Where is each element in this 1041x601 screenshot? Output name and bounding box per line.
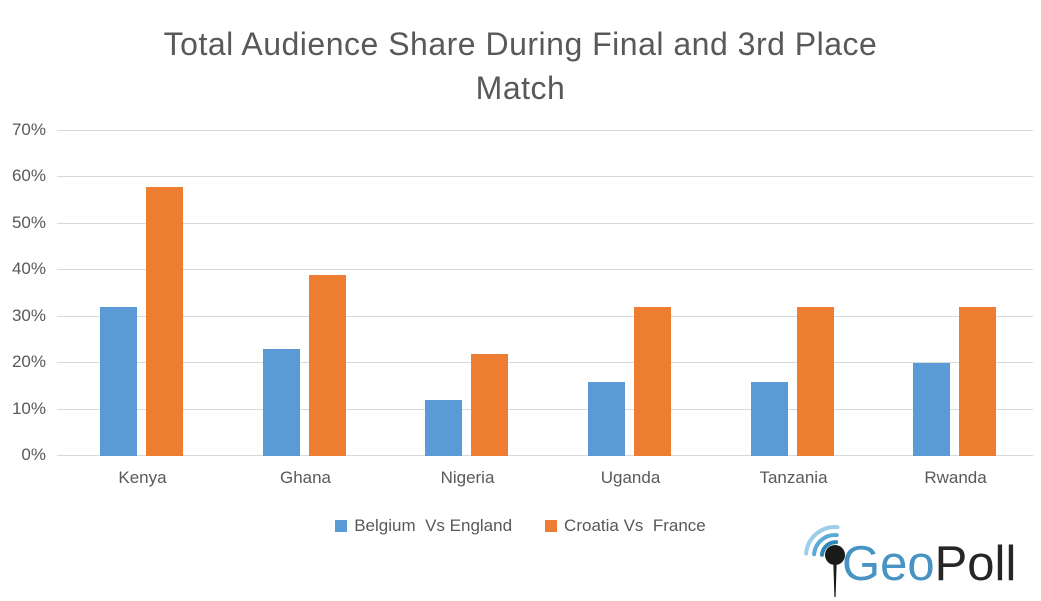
x-category-label-tanzania: Tanzania xyxy=(759,468,828,487)
bar-rwanda-croatia-vs-france xyxy=(959,307,996,456)
x-category-label-rwanda: Rwanda xyxy=(924,468,987,487)
bar-kenya-croatia-vs-france xyxy=(146,187,183,456)
logo-text-poll: Poll xyxy=(934,537,1017,591)
y-tick-label-60%: 60% xyxy=(11,166,46,185)
y-tick-label-0%: 0% xyxy=(21,445,46,464)
legend-swatch-icon xyxy=(335,520,348,532)
gridline-30% xyxy=(57,316,1033,317)
geopoll-logo: GeoPoll xyxy=(798,512,1041,601)
bar-rwanda-belgium-vs-england xyxy=(913,363,950,456)
chart-title: Total Audience Share During Final and 3r… xyxy=(0,22,1041,110)
gridline-10% xyxy=(57,409,1033,410)
legend-label: Croatia Vs France xyxy=(564,516,706,535)
y-tick-label-10%: 10% xyxy=(11,399,46,418)
legend-item-croatia-vs-france: Croatia Vs France xyxy=(545,516,706,536)
y-axis: 0% 10% 20% 30% 40% 50% 60% 70% xyxy=(0,121,46,464)
x-category-label-ghana: Ghana xyxy=(279,468,332,487)
y-tick-label-50%: 50% xyxy=(11,213,46,232)
x-axis: Kenya Ghana Nigeria Uganda Tanzania Rwanda xyxy=(57,468,1033,492)
bar-ghana-croatia-vs-france xyxy=(309,275,346,456)
geopoll-pin-icon xyxy=(804,525,845,597)
y-tick-label-40%: 40% xyxy=(11,259,46,278)
bar-ghana-belgium-vs-england xyxy=(263,349,300,456)
bar-kenya-belgium-vs-england xyxy=(100,307,137,456)
gridline-20% xyxy=(57,362,1033,363)
legend: Belgium Vs England Croatia Vs France xyxy=(0,516,1041,536)
bar-uganda-croatia-vs-france xyxy=(634,307,671,456)
bar-tanzania-belgium-vs-england xyxy=(751,382,788,456)
chart-title-line-2: Match xyxy=(475,70,566,106)
x-category-label-nigeria: Nigeria xyxy=(440,468,495,487)
geopoll-wordmark: GeoPoll xyxy=(842,540,1041,589)
bar-nigeria-croatia-vs-france xyxy=(471,354,508,456)
gridline-40% xyxy=(57,269,1033,270)
plot-area xyxy=(57,130,1033,456)
legend-label: Belgium Vs England xyxy=(354,516,513,535)
x-category-label-kenya: Kenya xyxy=(118,468,167,487)
y-tick-label-20%: 20% xyxy=(11,352,46,371)
gridline-70% xyxy=(57,130,1033,131)
bar-tanzania-croatia-vs-france xyxy=(797,307,834,456)
y-tick-label-70%: 70% xyxy=(11,120,46,139)
y-tick-label-30%: 30% xyxy=(11,306,46,325)
gridline-60% xyxy=(57,176,1033,177)
logo-text-geo: Geo xyxy=(842,537,935,591)
chart-title-line-1: Total Audience Share During Final and 3r… xyxy=(163,26,878,62)
legend-item-belgium-vs-england: Belgium Vs England xyxy=(335,516,512,536)
x-category-label-uganda: Uganda xyxy=(600,468,661,487)
gridline-50% xyxy=(57,223,1033,224)
bar-nigeria-belgium-vs-england xyxy=(425,400,462,456)
gridline-0% xyxy=(57,455,1033,456)
legend-swatch-icon xyxy=(545,520,558,532)
bar-uganda-belgium-vs-england xyxy=(588,382,625,456)
